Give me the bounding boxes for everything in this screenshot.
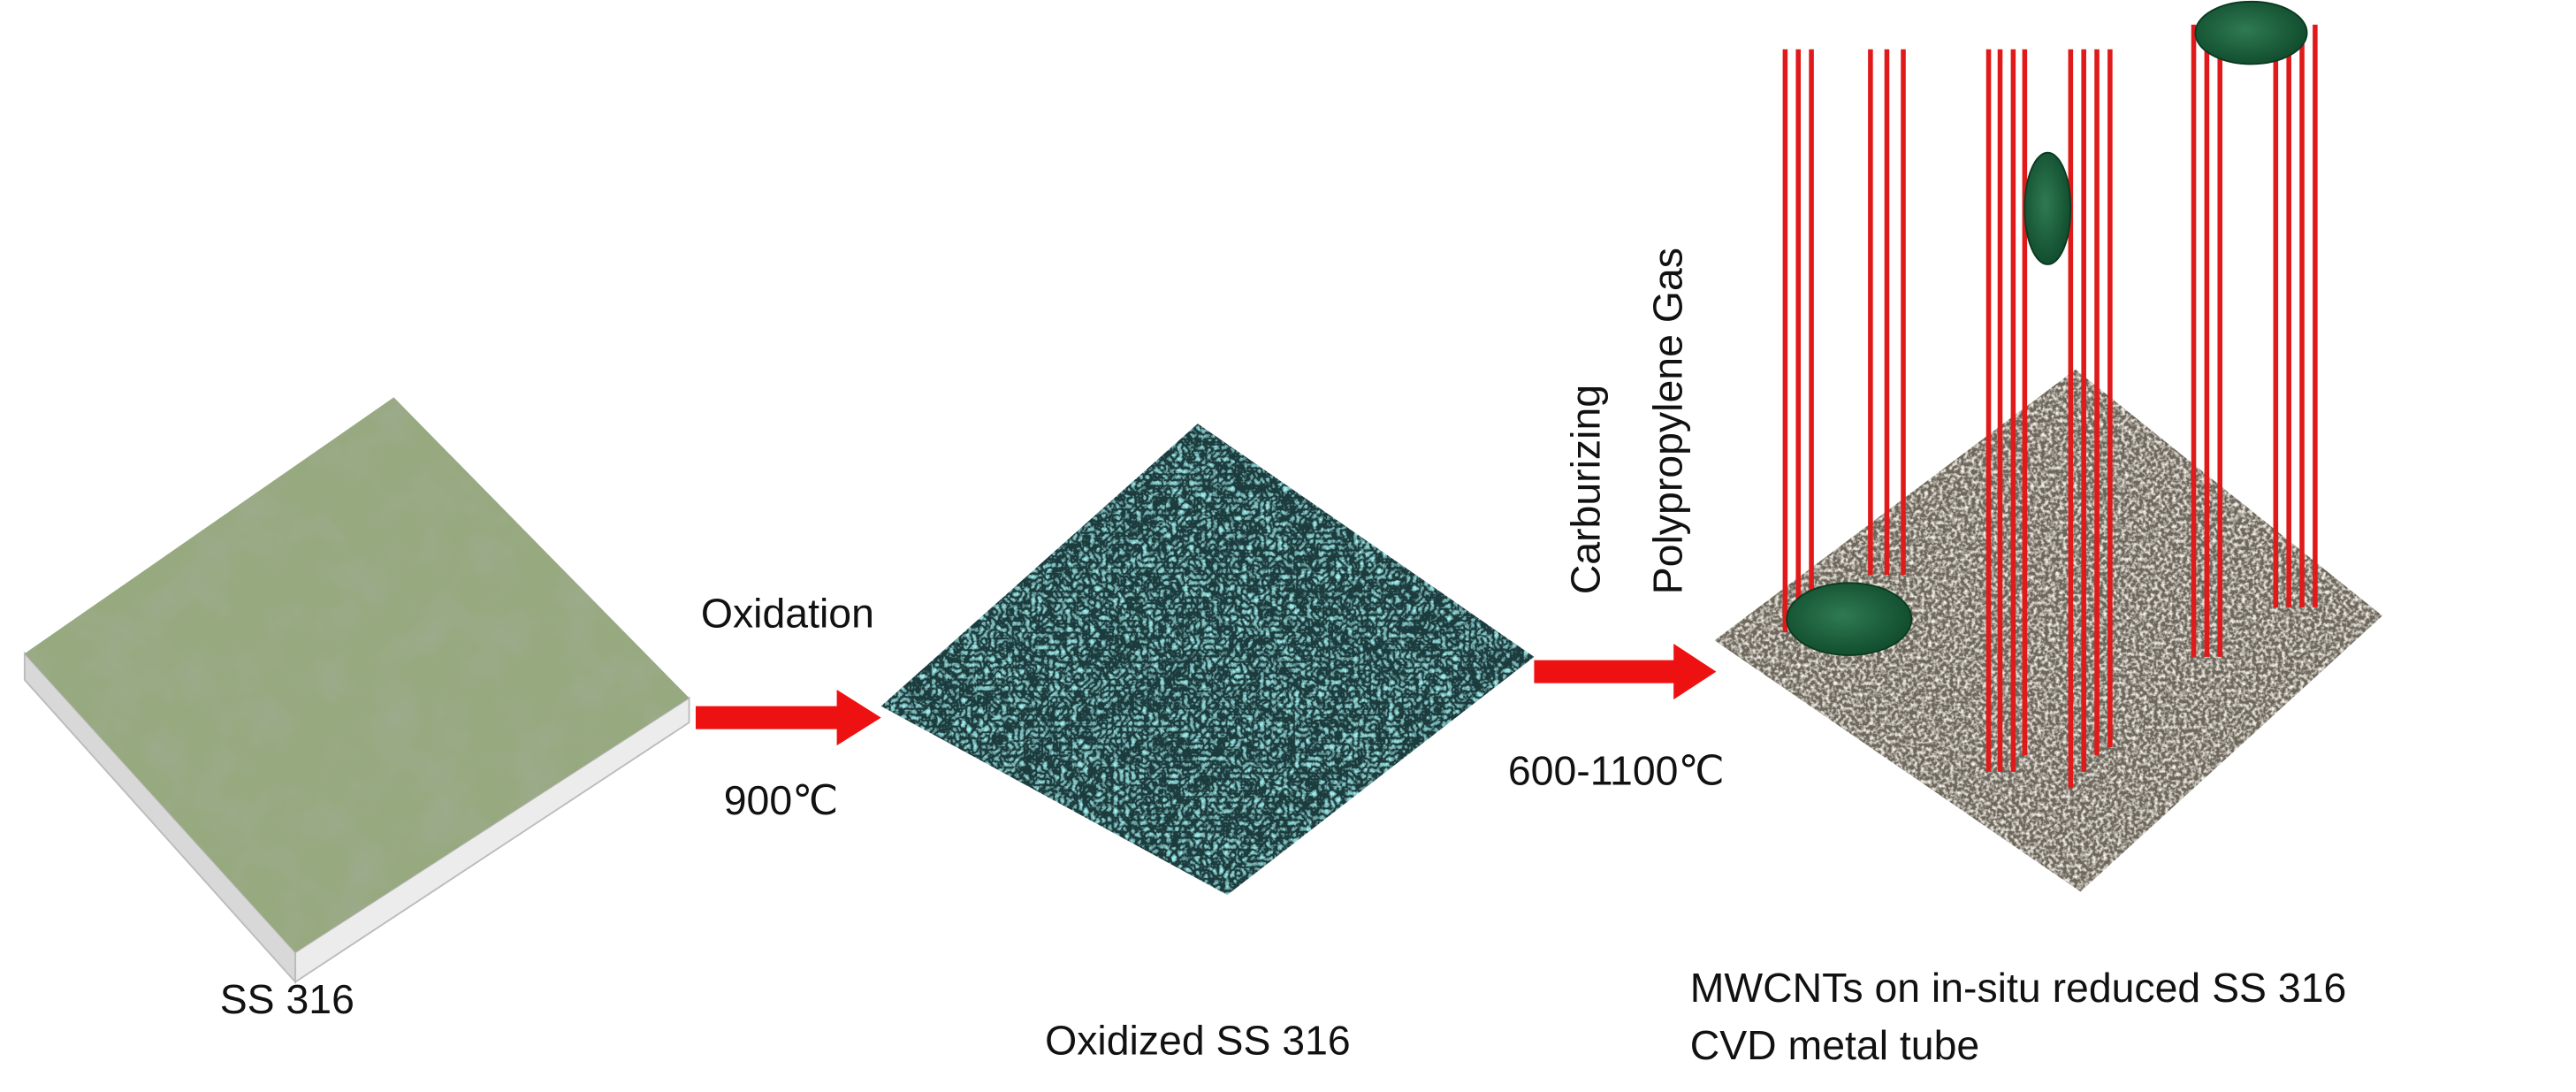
product-plate xyxy=(1714,369,2382,892)
arrow xyxy=(1534,644,1717,700)
ss316-plate xyxy=(23,397,690,984)
step1-temperature: 900℃ xyxy=(724,777,839,823)
product-label: CVD metal tube xyxy=(1690,1022,1979,1068)
catalyst-particles xyxy=(1786,0,2308,656)
oxidized-label: Oxidized SS 316 xyxy=(1045,1017,1351,1063)
step2-process: Carburizing xyxy=(1563,385,1609,594)
step2-temperature: 600-1100℃ xyxy=(1508,748,1725,794)
step1-process: Oxidation xyxy=(701,590,874,636)
arrow xyxy=(695,690,881,746)
substrate-label: SS 316 xyxy=(220,976,354,1022)
product-label: MWCNTs on in-situ reduced SS 316 xyxy=(1690,965,2347,1011)
oxidized-plate xyxy=(880,424,1535,896)
nanotubes xyxy=(1782,24,2318,789)
step2-process: Polypropylene Gas xyxy=(1644,248,1690,594)
